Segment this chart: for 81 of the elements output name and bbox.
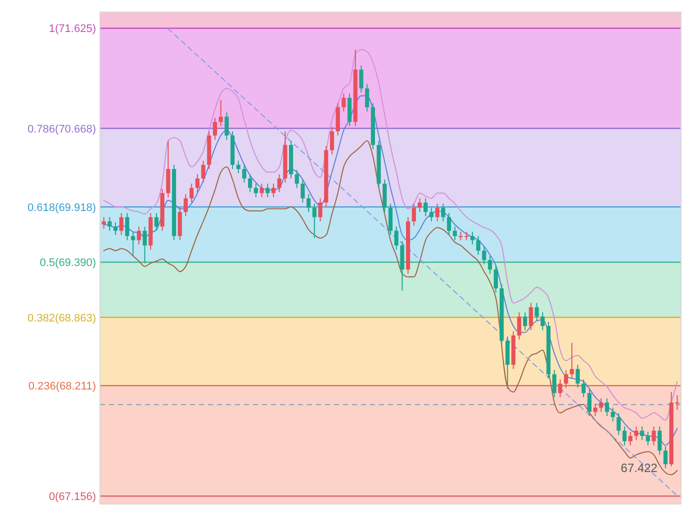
candlestick bbox=[494, 264, 498, 294]
candlestick bbox=[342, 93, 346, 112]
candlestick bbox=[634, 426, 638, 441]
candlestick bbox=[616, 412, 621, 436]
candlestick bbox=[190, 183, 194, 204]
candlestick bbox=[300, 178, 305, 204]
candlestick bbox=[359, 64, 364, 94]
candlestick bbox=[218, 99, 223, 127]
candlestick bbox=[435, 203, 440, 222]
ref-line-label: 0.236(68.211) bbox=[28, 380, 96, 393]
candlestick bbox=[593, 403, 598, 417]
candlestick bbox=[201, 160, 206, 184]
ref-line-label: 0.618(69.918) bbox=[28, 202, 96, 214]
candlestick bbox=[587, 388, 592, 417]
candlestick bbox=[558, 378, 562, 398]
ref-line-label: 0.786(70.668) bbox=[28, 123, 96, 136]
candlestick bbox=[622, 426, 627, 446]
candlestick bbox=[582, 378, 586, 398]
candlestick bbox=[564, 370, 568, 388]
candlestick bbox=[628, 431, 632, 446]
candlestick bbox=[394, 226, 398, 250]
annotation: 67.422 bbox=[620, 461, 658, 476]
candlestick bbox=[108, 216, 112, 232]
candlestick bbox=[224, 112, 229, 140]
candlestick bbox=[488, 255, 492, 274]
ref-line-label: 1(71.625) bbox=[48, 23, 96, 36]
candlestick bbox=[294, 170, 299, 188]
candlestick bbox=[306, 194, 311, 212]
candlestick bbox=[365, 84, 370, 112]
candlestick bbox=[142, 226, 147, 264]
candlestick bbox=[552, 370, 556, 398]
candlestick bbox=[212, 117, 218, 140]
candlestick bbox=[242, 164, 246, 184]
candlestick bbox=[318, 198, 322, 222]
candlestick bbox=[610, 407, 615, 422]
candlestick bbox=[470, 231, 474, 245]
candlestick bbox=[195, 174, 200, 193]
candlestick bbox=[388, 203, 393, 236]
ref-line-label: 0.382(68.863) bbox=[28, 312, 96, 324]
candlestick bbox=[652, 426, 656, 446]
candlestick bbox=[534, 302, 539, 322]
candlestick bbox=[663, 446, 668, 469]
candlestick bbox=[517, 312, 522, 340]
candlestick bbox=[131, 231, 136, 256]
candlestick bbox=[236, 160, 240, 174]
candlestick bbox=[482, 246, 486, 265]
candlestick bbox=[540, 312, 545, 331]
candlestick bbox=[646, 431, 650, 446]
candlestick bbox=[429, 207, 434, 222]
candlestick bbox=[271, 183, 276, 198]
candlestick bbox=[452, 226, 457, 241]
candlestick bbox=[260, 183, 264, 198]
candlestick bbox=[446, 212, 452, 236]
candlestick bbox=[184, 194, 188, 217]
candlestick bbox=[102, 216, 106, 230]
candlestick bbox=[119, 212, 124, 236]
candlestick bbox=[113, 222, 118, 236]
candlestick bbox=[658, 426, 662, 456]
candlestick bbox=[599, 398, 604, 412]
candlestick bbox=[154, 212, 159, 232]
ref-line-label: 0.5(69.390) bbox=[40, 257, 96, 270]
candlestick bbox=[424, 198, 428, 217]
candlestick bbox=[136, 226, 141, 245]
candlestick bbox=[570, 342, 574, 379]
candlestick bbox=[248, 174, 252, 193]
candlestick bbox=[254, 183, 258, 198]
candlestick bbox=[277, 174, 282, 193]
candlestick bbox=[476, 236, 480, 256]
ref-line-label: 0(67.156) bbox=[48, 491, 96, 504]
candlestick bbox=[528, 302, 533, 331]
candlestick bbox=[576, 364, 580, 388]
candlestick bbox=[640, 426, 644, 441]
candlestick bbox=[441, 203, 446, 222]
candlestick bbox=[266, 183, 270, 198]
candlestick bbox=[412, 203, 416, 226]
candlestick bbox=[604, 398, 610, 417]
candlestick bbox=[125, 212, 130, 241]
candlestick bbox=[330, 126, 334, 155]
candlestick bbox=[312, 203, 316, 239]
candlestick bbox=[418, 198, 422, 212]
candlestick bbox=[523, 312, 528, 331]
